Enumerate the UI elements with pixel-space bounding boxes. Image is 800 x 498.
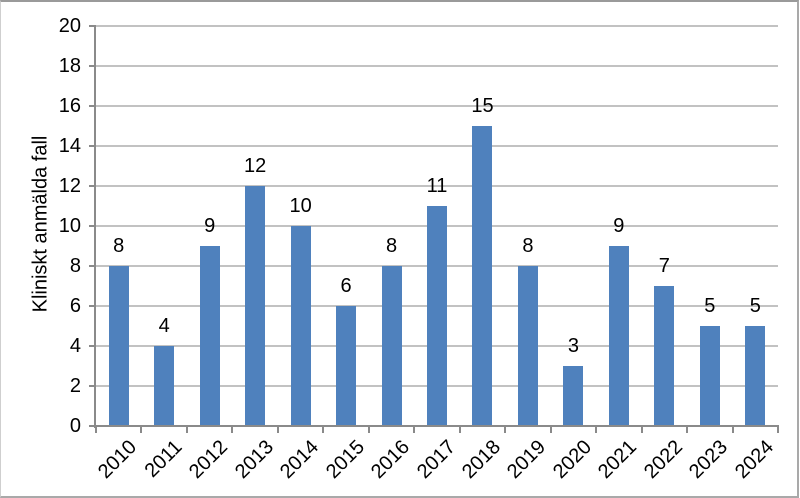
x-axis-line <box>94 425 778 427</box>
bar <box>563 366 584 426</box>
y-tick-mark <box>89 305 96 307</box>
x-tick-mark <box>95 425 97 433</box>
x-tick-label: 2011 <box>140 436 187 482</box>
x-tick-label: 2024 <box>730 436 778 484</box>
bar <box>745 326 766 426</box>
y-tick-label: 18 <box>58 55 81 77</box>
y-tick-label: 8 <box>69 255 81 277</box>
x-tick-mark <box>458 425 461 433</box>
y-tick-label: 16 <box>58 95 81 117</box>
x-tick-mark <box>276 425 279 433</box>
bar-value-label: 3 <box>567 335 579 357</box>
bar <box>336 306 357 426</box>
y-tick-mark <box>89 385 96 387</box>
bar <box>427 206 447 426</box>
bar <box>154 346 175 426</box>
bar <box>699 326 720 426</box>
bar-value-label: 11 <box>426 175 448 197</box>
x-tick-mark <box>777 425 779 433</box>
bar <box>108 266 129 426</box>
y-tick-mark <box>89 345 96 347</box>
x-tick-mark <box>140 425 143 433</box>
bar-value-label: 9 <box>204 215 216 237</box>
x-tick-mark <box>367 425 370 433</box>
y-tick-label: 0 <box>69 415 81 437</box>
bar-value-label: 4 <box>158 315 170 337</box>
bar <box>290 226 311 426</box>
y-tick-label: 2 <box>69 375 81 397</box>
bar-value-label: 15 <box>471 95 494 117</box>
x-tick-mark <box>322 425 325 433</box>
y-tick-mark <box>89 65 96 67</box>
y-tick-mark <box>89 425 96 427</box>
x-tick-label: 2010 <box>94 436 142 484</box>
bar-value-label: 12 <box>244 155 267 177</box>
y-tick-label: 14 <box>58 135 81 157</box>
y-tick-mark <box>89 265 96 267</box>
bar-value-label: 5 <box>749 295 761 317</box>
x-tick-label: 2012 <box>185 436 233 484</box>
bar-value-label: 8 <box>113 235 125 257</box>
y-tick-label: 6 <box>69 295 81 317</box>
x-tick-label: 2020 <box>548 436 596 484</box>
x-tick-label: 2021 <box>594 436 642 484</box>
x-tick-mark <box>413 425 416 433</box>
y-tick-mark <box>89 105 96 107</box>
x-tick-label: 2014 <box>276 436 324 484</box>
x-tick-mark <box>731 425 734 433</box>
y-tick-mark <box>89 145 96 147</box>
bar <box>381 266 402 426</box>
y-tick-label: 10 <box>58 215 81 237</box>
gridline <box>96 65 778 67</box>
x-tick-label: 2019 <box>503 436 551 484</box>
bar-value-label: 8 <box>522 235 534 257</box>
gridline <box>96 25 778 27</box>
x-tick-label: 2013 <box>230 436 278 484</box>
bar <box>608 246 629 426</box>
y-tick-mark <box>89 25 96 27</box>
gridline <box>96 185 778 187</box>
x-tick-mark <box>231 425 234 433</box>
bar <box>199 246 220 426</box>
x-tick-mark <box>185 425 188 433</box>
bar-value-label: 8 <box>385 235 398 257</box>
y-tick-label: 12 <box>58 175 81 197</box>
x-tick-mark <box>595 425 598 433</box>
bar-value-label: 6 <box>340 275 352 297</box>
x-tick-label: 2015 <box>321 436 369 484</box>
y-tick-label: 4 <box>69 335 81 357</box>
x-tick-label: 2017 <box>412 436 460 484</box>
x-tick-mark <box>504 425 507 433</box>
bar-value-label: 5 <box>704 295 716 317</box>
x-tick-mark <box>549 425 552 433</box>
bar <box>472 126 493 426</box>
bar <box>245 186 266 426</box>
y-tick-mark <box>89 225 96 227</box>
x-tick-mark <box>686 425 689 433</box>
x-tick-label: 2023 <box>685 436 733 484</box>
gridline <box>96 105 778 107</box>
bar <box>517 266 538 426</box>
x-tick-label: 2022 <box>639 436 687 484</box>
bar-value-label: 9 <box>613 215 625 237</box>
x-tick-label: 2016 <box>367 436 415 484</box>
bar-value-label: 7 <box>658 255 670 277</box>
x-tick-label: 2018 <box>458 436 506 484</box>
y-axis-line <box>94 26 96 428</box>
bar-value-label: 10 <box>289 195 312 217</box>
x-tick-mark <box>640 425 643 433</box>
y-tick-label: 20 <box>58 15 81 37</box>
gridline <box>96 145 778 147</box>
bar <box>654 286 675 426</box>
y-tick-mark <box>89 185 96 187</box>
